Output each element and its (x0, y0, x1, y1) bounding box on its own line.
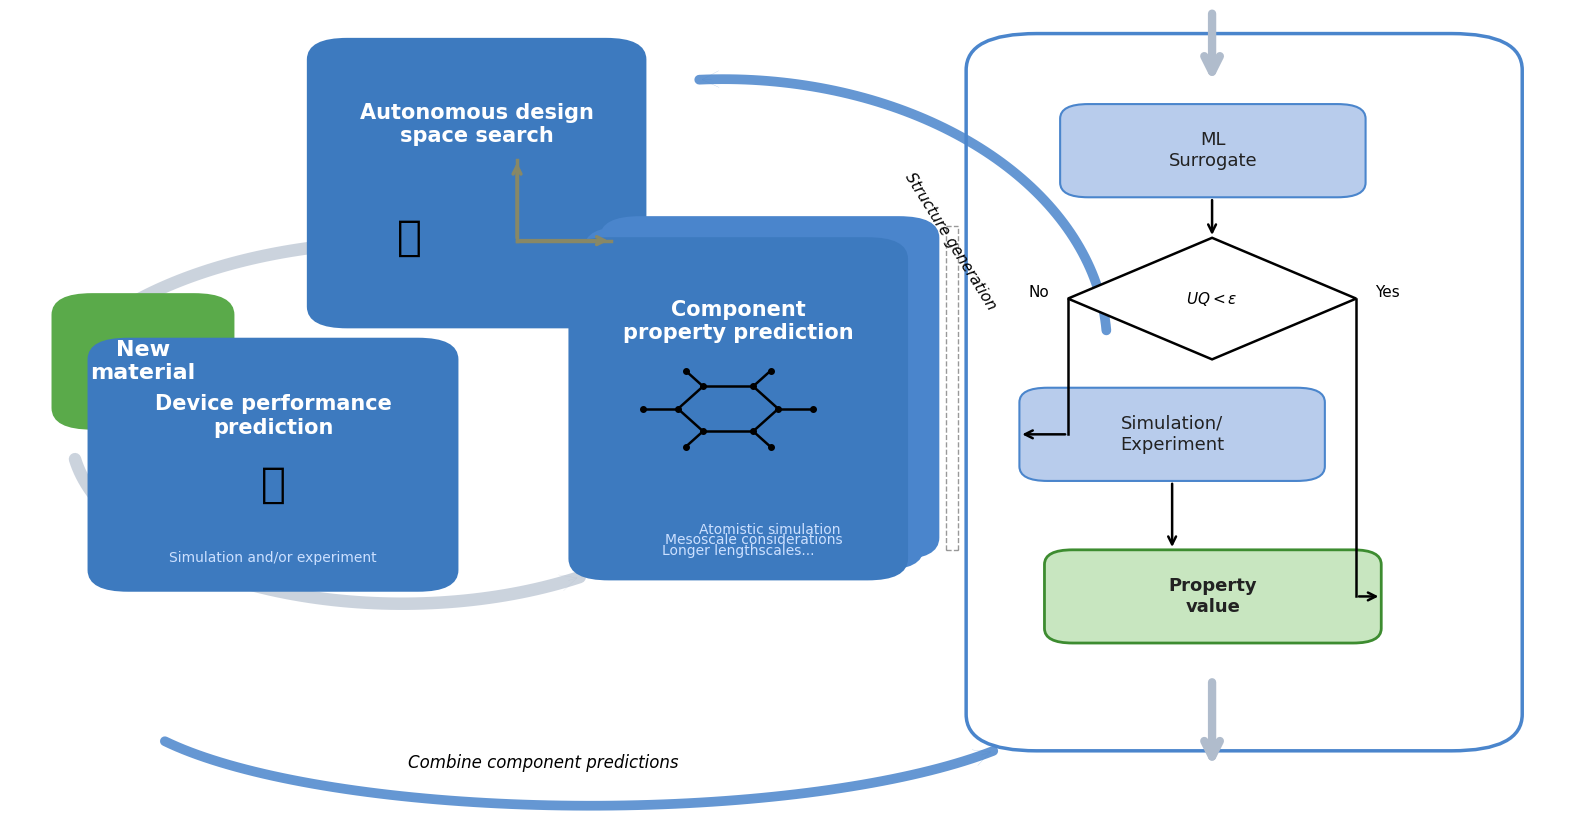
FancyBboxPatch shape (90, 339, 457, 590)
Text: Simulation/
Experiment: Simulation/ Experiment (1121, 415, 1225, 454)
FancyBboxPatch shape (601, 218, 938, 558)
Text: 🧠: 🧠 (396, 217, 421, 259)
Text: $UQ < \varepsilon$: $UQ < \varepsilon$ (1187, 290, 1237, 308)
Text: Structure generation: Structure generation (902, 171, 998, 313)
Text: Combine component predictions: Combine component predictions (409, 754, 679, 772)
Text: Component
property prediction: Component property prediction (623, 300, 854, 343)
Text: New
material: New material (90, 339, 195, 383)
Text: Yes: Yes (1376, 285, 1399, 299)
FancyBboxPatch shape (967, 33, 1522, 751)
Text: Longer lengthscales...: Longer lengthscales... (662, 543, 814, 557)
Text: ML
Surrogate: ML Surrogate (1168, 131, 1258, 170)
FancyBboxPatch shape (569, 238, 907, 579)
FancyBboxPatch shape (1060, 104, 1366, 197)
FancyBboxPatch shape (308, 39, 645, 327)
Polygon shape (1067, 237, 1357, 359)
FancyBboxPatch shape (53, 295, 233, 428)
Text: Simulation and/or experiment: Simulation and/or experiment (170, 551, 377, 565)
FancyBboxPatch shape (1019, 388, 1325, 481)
Text: Mesoscale considerations: Mesoscale considerations (665, 533, 843, 547)
Text: No: No (1028, 285, 1049, 299)
Text: Atomistic simulation: Atomistic simulation (700, 522, 841, 537)
FancyBboxPatch shape (1044, 550, 1382, 643)
FancyBboxPatch shape (585, 228, 923, 569)
Text: Autonomous design
space search: Autonomous design space search (360, 103, 594, 146)
Text: 🔋: 🔋 (261, 463, 286, 506)
Text: Property
value: Property value (1168, 577, 1258, 616)
Text: Device performance
prediction: Device performance prediction (154, 394, 391, 437)
